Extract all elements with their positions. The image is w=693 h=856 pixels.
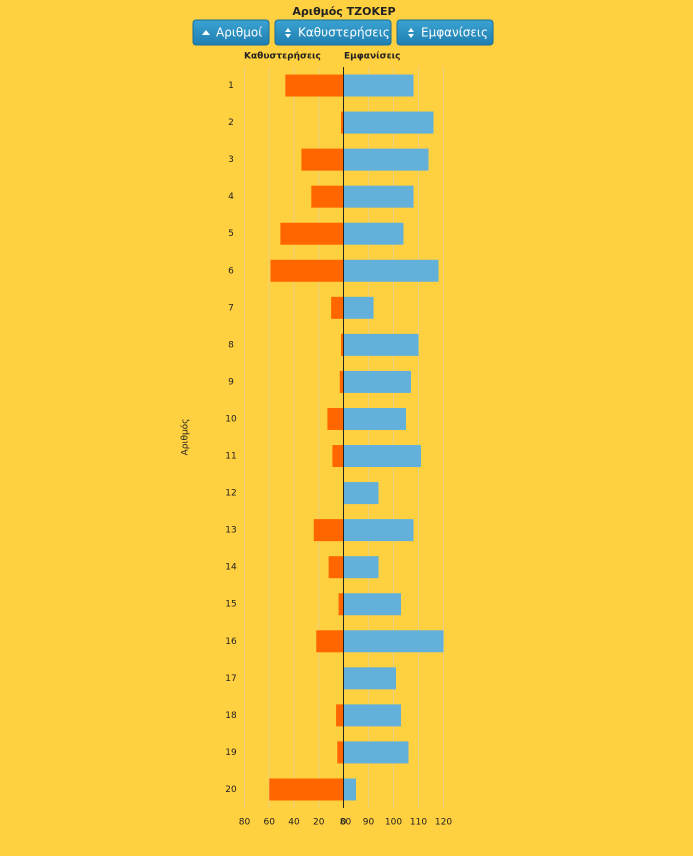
bar (331, 296, 344, 319)
bar (343, 445, 421, 468)
bar (339, 370, 344, 393)
bar (343, 185, 414, 208)
button-label: Εμφανίσεις (421, 26, 488, 40)
bar (343, 259, 439, 282)
y-tick-label: 3 (228, 155, 234, 165)
bar (332, 445, 344, 468)
x-tick-label: 0 (341, 818, 347, 828)
bar (343, 482, 379, 505)
sort-icon (408, 28, 414, 38)
y-tick-label: 19 (225, 748, 237, 758)
x2-tick-label: 110 (410, 818, 427, 828)
button-label: Καθυστερήσεις (298, 26, 390, 40)
y-tick-label: 16 (225, 637, 237, 647)
x-tick-label: 20 (313, 818, 325, 828)
bar (336, 704, 344, 727)
y-tick-label: 9 (228, 377, 234, 387)
bar (343, 630, 444, 653)
sort-icon (202, 30, 210, 35)
x2-tick-label: 80 (340, 818, 352, 828)
bar (343, 704, 401, 727)
x2-tick-label: 100 (385, 818, 402, 828)
y-tick-label: 12 (225, 489, 236, 499)
button-bg (396, 19, 494, 46)
bar (343, 370, 411, 393)
bar (341, 333, 344, 356)
button-label: Αριθμοί (216, 26, 262, 40)
y-tick-label: 5 (228, 229, 234, 239)
bar (343, 407, 406, 430)
bar (343, 222, 404, 245)
column-header: Καθυστερήσεις (244, 52, 321, 62)
y-tick-label: 10 (225, 414, 237, 424)
bar (343, 148, 429, 171)
bar (301, 148, 344, 171)
bar (280, 222, 344, 245)
bar (343, 556, 379, 579)
bar (316, 630, 344, 653)
x2-tick-label: 120 (435, 818, 452, 828)
y-tick-label: 7 (228, 303, 234, 313)
bar (343, 667, 396, 690)
bar (343, 111, 434, 134)
bar (343, 778, 356, 801)
y-tick-label: 6 (228, 266, 234, 276)
button-bg (274, 19, 392, 46)
y-axis-label: Αριθμός (180, 419, 191, 456)
x-tick-label: 40 (288, 818, 300, 828)
y-tick-label: 4 (228, 192, 234, 202)
bar (341, 111, 344, 134)
x-tick-label: 80 (239, 818, 251, 828)
bar (338, 593, 344, 616)
bar (313, 519, 344, 542)
y-tick-label: 1 (228, 81, 234, 91)
sort-button[interactable]: Εμφανίσεις (396, 19, 494, 46)
bar (343, 593, 401, 616)
bar (343, 741, 409, 764)
sort-button[interactable]: Αριθμοί (192, 19, 270, 46)
y-tick-label: 2 (228, 118, 234, 128)
y-tick-label: 20 (225, 785, 237, 795)
x-tick-label: 60 (264, 818, 276, 828)
bar (343, 333, 419, 356)
y-tick-label: 17 (225, 674, 236, 684)
x2-tick-label: 90 (363, 818, 375, 828)
sort-icon (285, 28, 291, 38)
bar (311, 185, 344, 208)
bar (328, 556, 344, 579)
sort-button[interactable]: Καθυστερήσεις (274, 19, 392, 46)
column-header: Εμφανίσεις (344, 51, 401, 62)
bar (343, 296, 374, 319)
y-tick-label: 8 (228, 340, 234, 350)
y-tick-label: 11 (225, 452, 236, 462)
bar (337, 741, 344, 764)
bar (270, 259, 344, 282)
y-tick-label: 15 (225, 600, 236, 610)
bar (343, 74, 414, 97)
chart-title: Αριθμός ΤΖΟΚΕΡ (292, 5, 395, 18)
button-bg (192, 19, 270, 46)
y-tick-label: 18 (225, 711, 237, 721)
bar (327, 407, 344, 430)
bar (343, 519, 414, 542)
y-tick-label: 14 (225, 563, 237, 573)
bar (285, 74, 344, 97)
bar (269, 778, 344, 801)
y-tick-label: 13 (225, 526, 236, 536)
